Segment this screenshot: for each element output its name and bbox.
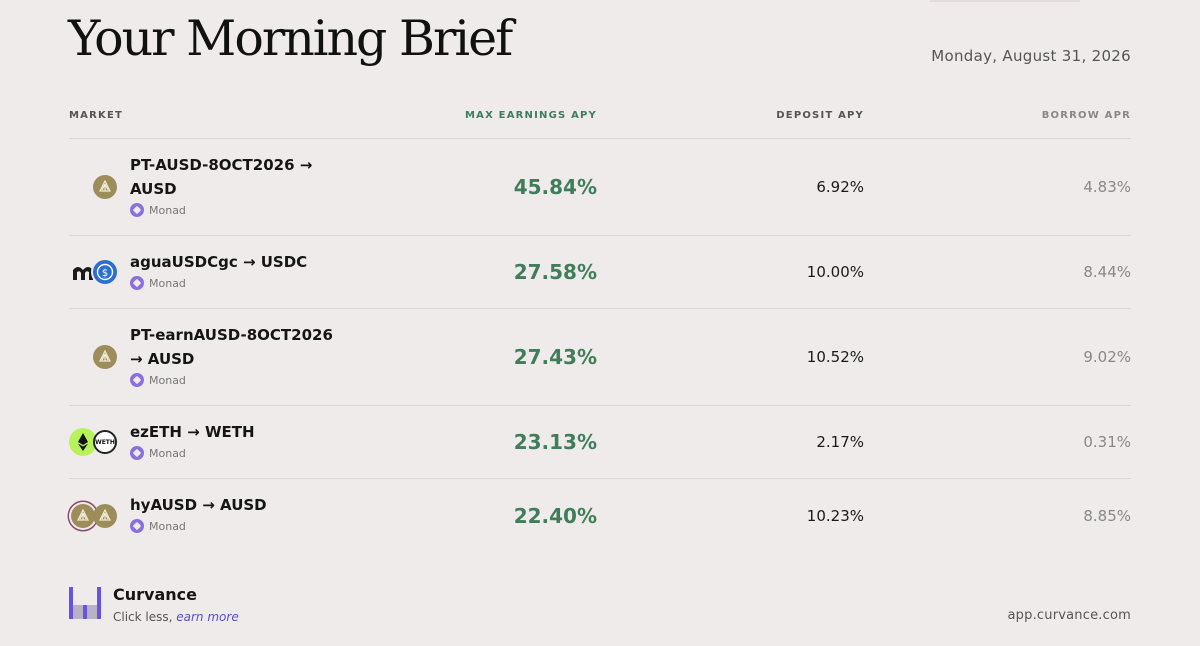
app-url-link[interactable]: app.curvance.com: [1007, 608, 1131, 623]
max-earnings-apy-value: 27.43%: [513, 345, 597, 369]
tagline: Click less, earn more: [113, 610, 239, 624]
market-icons: [69, 343, 119, 371]
network-label: Monad: [149, 276, 186, 290]
market-cell: hyAUSD → AUSD Monad: [130, 493, 267, 533]
market-name-line1: PT-AUSD-8OCT2026 →: [130, 156, 313, 174]
monad-icon: [130, 373, 144, 387]
deposit-apy-value: 10.23%: [806, 506, 864, 525]
ezeth-icon: [69, 428, 97, 456]
column-header-market[interactable]: MARKET: [69, 110, 123, 121]
borrow-apr-value: 4.83%: [1083, 178, 1131, 196]
market-icons: [69, 173, 119, 201]
deposit-apy-value: 6.92%: [816, 178, 864, 196]
market-name-line1: PT-earnAUSD-8OCT2026: [130, 326, 333, 344]
morpho-icon: [71, 260, 95, 284]
borrow-apr-value: 8.85%: [1083, 506, 1131, 525]
network-tag: Monad: [130, 203, 312, 217]
weth-icon: WETH: [93, 430, 117, 454]
network-tag: Monad: [130, 373, 333, 387]
network-tag: Monad: [130, 276, 307, 290]
agora-icon: [93, 503, 117, 528]
monad-icon: [130, 519, 144, 533]
svg-text:$: $: [102, 268, 108, 279]
page-title: Your Morning Brief: [68, 10, 513, 67]
max-earnings-apy-value: 22.40%: [513, 503, 597, 528]
tagline-emphasis: earn more: [176, 610, 239, 624]
tagline-prefix: Click less,: [113, 610, 177, 624]
market-name-line1: ezETH → WETH: [130, 423, 255, 441]
max-earnings-apy-value: 27.58%: [513, 260, 597, 284]
usdc-icon: $: [93, 260, 117, 284]
network-label: Monad: [149, 203, 186, 217]
table-row[interactable]: $ aguaUSDCgc → USDC Monad 27.58% 10.00% …: [69, 236, 1131, 309]
table-row[interactable]: WETH ezETH → WETH Monad 23.13% 2.17% 0.3…: [69, 406, 1131, 479]
monad-icon: [130, 203, 144, 217]
brief-date: Monday, August 31, 2026: [931, 47, 1131, 65]
borrow-apr-value: 9.02%: [1083, 348, 1131, 366]
market-cell: aguaUSDCgc → USDC Monad: [130, 250, 307, 290]
network-label: Monad: [149, 373, 186, 387]
max-earnings-apy-value: 23.13%: [513, 430, 597, 454]
table-row[interactable]: PT-AUSD-8OCT2026 → AUSD Monad 45.84% 6.9…: [69, 139, 1131, 236]
column-header-deposit-apy[interactable]: DEPOSIT APY: [776, 110, 864, 121]
monad-icon: [130, 446, 144, 460]
max-earnings-apy-value: 45.84%: [513, 175, 597, 199]
agora-icon: [93, 175, 117, 199]
brand-name: Curvance: [113, 585, 197, 604]
markets-table: MARKET MAX EARNINGS APY DEPOSIT APY BORR…: [69, 100, 1131, 552]
curvance-logo-icon[interactable]: [69, 587, 101, 619]
market-name-line1: hyAUSD → AUSD: [130, 496, 267, 514]
market-name-line2: AUSD: [130, 180, 177, 198]
column-header-borrow-apr[interactable]: BORROW APR: [1041, 110, 1131, 121]
market-cell: PT-earnAUSD-8OCT2026 → AUSD Monad: [130, 323, 333, 387]
network-label: Monad: [149, 519, 186, 533]
monad-icon: [130, 276, 144, 290]
table-row[interactable]: PT-earnAUSD-8OCT2026 → AUSD Monad 27.43%…: [69, 309, 1131, 406]
borrow-apr-value: 0.31%: [1083, 433, 1131, 451]
footer: Curvance Click less, earn more app.curva…: [69, 585, 1131, 630]
market-icons: [69, 502, 119, 530]
table-header: MARKET MAX EARNINGS APY DEPOSIT APY BORR…: [69, 100, 1131, 139]
market-cell: PT-AUSD-8OCT2026 → AUSD Monad: [130, 153, 312, 217]
market-icons: $: [69, 258, 119, 286]
market-name-line1: aguaUSDCgc → USDC: [130, 253, 308, 271]
borrow-apr-value: 8.44%: [1083, 263, 1131, 281]
table-row[interactable]: hyAUSD → AUSD Monad 22.40% 10.23% 8.85%: [69, 479, 1131, 552]
network-tag: Monad: [130, 519, 267, 533]
column-header-max-earnings-apy[interactable]: MAX EARNINGS APY: [464, 110, 597, 121]
market-name-line2: → AUSD: [130, 350, 195, 368]
deposit-apy-value: 10.52%: [806, 348, 864, 366]
deposit-apy-value: 10.00%: [806, 263, 864, 281]
network-tag: Monad: [130, 446, 255, 460]
hyausd-icon: [71, 503, 95, 528]
top-divider: [930, 0, 1080, 2]
market-icons: WETH: [69, 428, 119, 456]
deposit-apy-value: 2.17%: [816, 433, 864, 451]
agora-icon: [93, 345, 117, 369]
market-cell: ezETH → WETH Monad: [130, 420, 255, 460]
network-label: Monad: [149, 446, 186, 460]
